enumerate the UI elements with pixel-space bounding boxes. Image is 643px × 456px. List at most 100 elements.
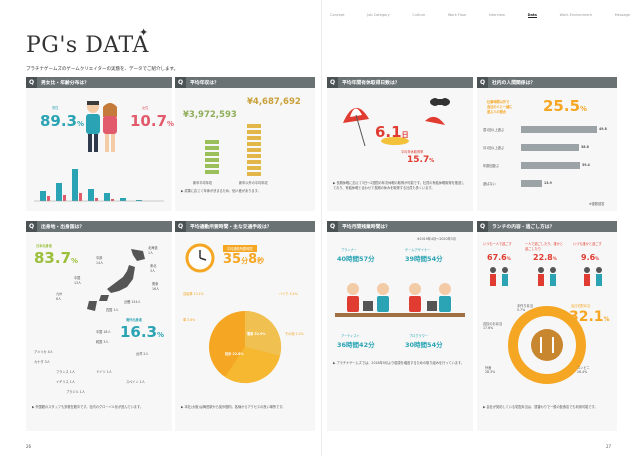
people-illustration [490,267,602,286]
income-value-2: ¥3,972,593 [183,110,237,120]
segment: その他 2.2% [285,332,304,336]
country: ブラジル 1人 [66,390,85,394]
bar-value: 49.8 [599,127,607,131]
holiday-note: ▶ 長期休暇に加えて3日〜2週間の年次休暇の取得が可能です。社員の有給休暇取得を… [333,181,465,190]
nav-item[interactable]: Work Environment [559,13,592,17]
nav-item[interactable]: Concept [330,13,345,17]
segment: バイク 5.4% [279,292,298,296]
q-badge: Q [477,77,488,88]
bar [521,144,579,151]
country: イギリス 1人 [56,380,75,384]
lunch-item: コンビニ 26.4% [577,366,590,374]
income-value-1: ¥4,687,692 [247,97,301,107]
region: 九州 6人 [56,292,63,301]
overseas-label: 海外出身者 [126,318,142,322]
bar-value: 38.8 [581,145,589,149]
country: カナダ 3人 [34,360,50,364]
bar [521,162,580,169]
overseas-value: 16.3% [120,323,165,341]
bar-value: 13.9 [544,181,552,185]
card-title: 社内の人間関係は？ [492,81,536,86]
region: 東北 3人 [150,264,157,273]
lunch-item: 外食 28.3% [485,366,496,374]
nav-item[interactable]: Data [527,13,537,18]
bar-value: 39.4 [582,163,590,167]
lunch-top-value: 9.6% [581,253,600,262]
bar-label: 年数回遊ぶ [483,164,499,168]
card-holiday: Q 平均年間有休取得日数は？ 6.1日 平均年休取得率 15.7% ▶ 長期休暇に… [327,77,473,211]
male-label: 男性 [52,106,59,110]
segment: 車 3.6% [183,318,196,322]
card-overtime: Q 平均月間残業時間は？ ※2019年4月〜2020年3月 プランナー 40時間5… [327,221,473,431]
nav-item[interactable]: Job Category [367,13,390,17]
bar [521,126,597,133]
card-header: Q 平均月間残業時間は？ [327,221,473,232]
lunch-donut [508,306,586,384]
center-label: 会社宅配弁当 [571,304,591,308]
q-badge: Q [26,221,37,232]
card-income: Q 平均年収は？ ¥4,687,692 ¥3,972,593 新卒以外の平均年収 … [175,77,315,211]
commute-note: ▶ 本社(大阪)は梅田駅から徒歩圏内。各線からアクセスの良い場所です。 [181,405,286,409]
card-title: 出身地・出身国は？ [41,225,85,230]
female-value: 10.7% [130,112,175,130]
role-value: 36時間42分 [337,341,375,349]
nav-item[interactable]: Interview [488,13,505,17]
role-value: 39時間54分 [405,255,443,263]
commute-headline: 平均通勤所要時間 [223,245,257,252]
lunch-top-label: いつも一人で過ごす [483,242,512,246]
card-title: 平均通勤所要時間・主な交通手段は？ [190,225,272,230]
card-origin: Q 出身地・出身国は？ 日本出身者 83.7% 北海道 1人 東北 3人 関東 16人 … [26,221,172,431]
beach-illustration [343,98,450,147]
role-label: ゲームデザイナー [405,248,431,252]
q-badge: Q [26,77,37,88]
coin-stacks [205,124,261,176]
segment: 徒歩 22.8% [225,352,244,356]
q-badge: Q [327,221,338,232]
bar-label: 月1回以上遊ぶ [483,146,505,150]
commute-pie [209,310,282,384]
bar-label: 週1回以上遊ぶ [483,128,505,132]
lunch-note: ▶ 会社が契約している宅配弁当は、週替わりで一般の飲食店でも利用可能です。 [483,405,598,409]
male-value: 89.3% [40,112,85,130]
clock-icon [185,243,215,273]
card-gender: Q 男女比・年齢分布は？ 男性 89.3% 女性 10.7% [26,77,175,211]
page-title: PG's DATA [26,33,149,58]
origin-note: ▶ 外国籍のスタッフも多数在籍中です。社内のグローバル化が進んでいます。 [32,405,144,409]
country: 中国 18人 [96,330,111,334]
domestic-label: 日本出身者 [36,244,52,248]
lunch-top-value: 22.8% [533,253,557,262]
card-header: Q 男女比・年齢分布は？ [26,77,172,88]
center-value: 32.1% [569,309,610,325]
star-icon: ✦ [139,26,149,39]
headline-line-3: 遊ぶ人の割合 [487,110,507,114]
country: スペイン 1人 [126,380,145,384]
card-title: 平均年間有休取得日数は？ [342,81,400,86]
nav-item[interactable]: Work Flow [447,13,466,17]
bar [521,180,542,187]
card-title: 平均月間残業時間は？ [342,225,390,230]
nav: Concept Job Category Culture Work Flow I… [330,13,630,18]
card-header: Q ランチの内容・過ごし方は？ [477,221,617,232]
role-value: 30時間54分 [405,341,443,349]
holiday-days: 6.1日 [375,123,409,141]
q-badge: Q [175,77,186,88]
card-header: Q 平均年間有休取得日数は？ [327,77,473,88]
commute-time: 35分8秒 [223,252,265,267]
q-badge: Q [327,77,338,88]
card-title: 平均年収は？ [190,81,219,86]
region: 四国 1人 [106,308,119,312]
lunch-item: 自炊のお弁当 17.6% [483,322,503,330]
country: フランス 1人 [56,370,75,374]
role-label: アーティスト [341,334,360,338]
headline-line-2: 会社の人と一緒に [487,105,513,109]
couple-illustration [86,101,117,152]
nav-item[interactable]: Message [614,13,630,17]
card-header: Q 平均通勤所要時間・主な交通手段は？ [175,221,315,232]
bar-label: 遊ばない [483,182,496,186]
nav-item[interactable]: Culture [412,13,426,17]
period: ※2019年4月〜2020年3月 [417,237,456,241]
country: アメリカ 4人 [34,350,53,354]
card-lunch: Q ランチの内容・過ごし方は？ いつも一人で過ごす 67.6% 一人で過ごしたり、… [477,221,617,431]
page-number-left: 26 [26,444,32,449]
